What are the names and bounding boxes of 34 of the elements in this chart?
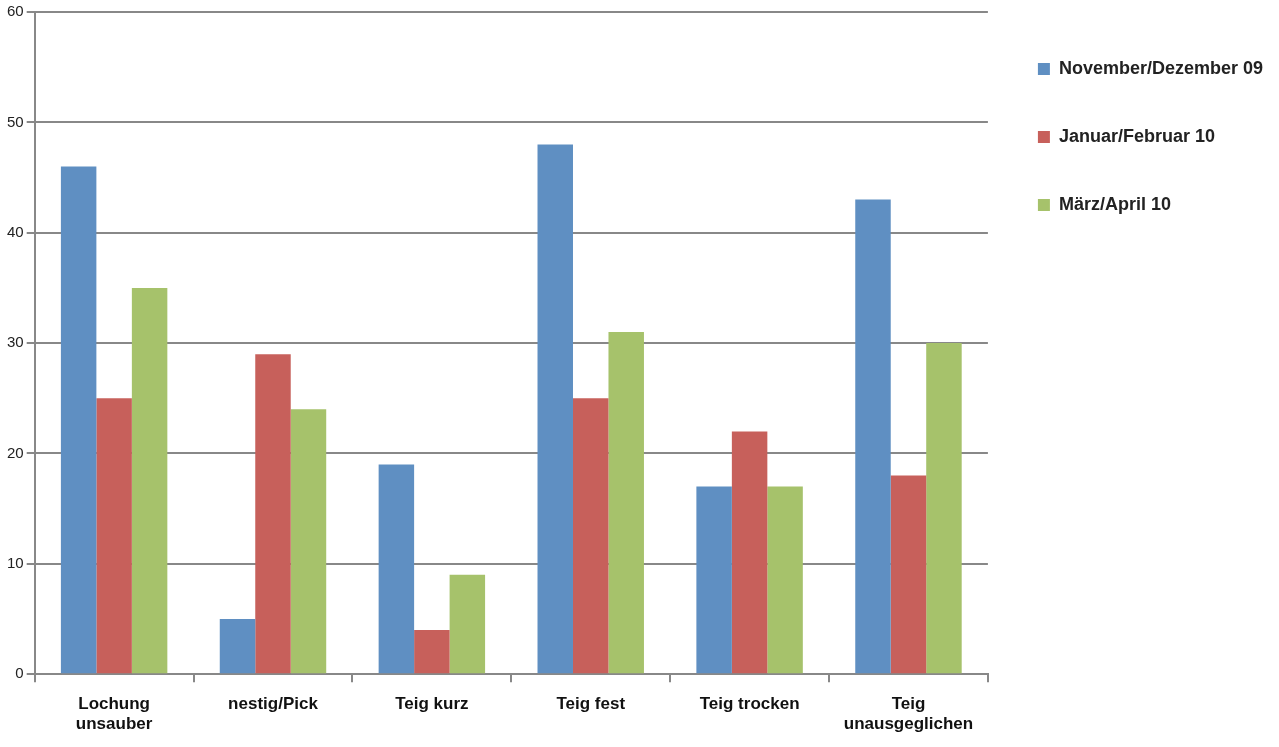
x-tick-label: Teig kurz	[395, 694, 469, 714]
x-tick-label: Teig fest	[556, 694, 626, 714]
y-tick-label: 20	[7, 443, 24, 461]
bar	[767, 486, 803, 674]
bar	[608, 332, 644, 674]
bar	[255, 354, 291, 674]
bar	[926, 343, 962, 674]
legend-label: März/April 10	[1058, 193, 1171, 214]
bar	[131, 287, 168, 674]
bar	[731, 431, 768, 674]
bar	[855, 199, 891, 674]
y-tick-label: 10	[7, 553, 24, 571]
y-tick-label: 60	[7, 2, 24, 20]
bar	[890, 475, 927, 674]
bar	[572, 398, 609, 674]
bar	[290, 409, 327, 674]
y-tick-label: 0	[15, 664, 24, 682]
x-tick-label: Teig trocken	[699, 694, 800, 714]
bar	[414, 630, 450, 674]
bar	[449, 574, 486, 674]
x-tick-label: Lochung unsauber	[75, 694, 153, 734]
bar	[537, 144, 573, 674]
bar	[378, 464, 415, 674]
x-tick-label: Teig unausgeglichen	[843, 694, 974, 734]
y-tick-label: 40	[7, 222, 24, 240]
x-tick-label: nestig/Pick	[228, 694, 319, 714]
y-tick-label: 30	[7, 333, 24, 351]
bar	[219, 619, 256, 674]
bar	[696, 486, 732, 674]
bar	[60, 166, 97, 674]
bar	[96, 398, 132, 674]
legend-label: Januar/Februar 10	[1058, 125, 1215, 146]
y-tick-label: 50	[7, 112, 24, 130]
legend-label: November/Dezember 09	[1058, 57, 1263, 78]
